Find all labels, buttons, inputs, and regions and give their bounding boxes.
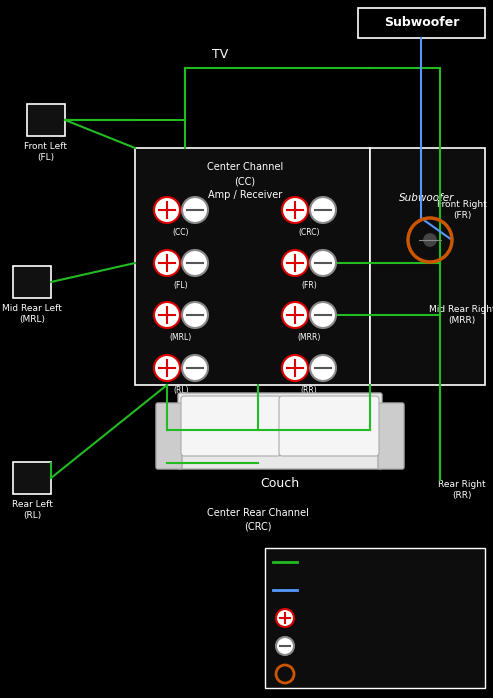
Circle shape: [154, 302, 180, 328]
Bar: [135, 148, 370, 385]
Circle shape: [310, 197, 336, 223]
Text: Rear Right
(RR): Rear Right (RR): [438, 480, 486, 500]
Circle shape: [282, 197, 308, 223]
Text: Mid Rear Left
(MRL): Mid Rear Left (MRL): [2, 304, 62, 324]
Circle shape: [282, 355, 308, 381]
Text: (CC): (CC): [173, 228, 189, 237]
Circle shape: [154, 250, 180, 276]
Text: Amp / Receiver: Amp / Receiver: [208, 190, 282, 200]
Text: Center Rear Channel
(CRC): Center Rear Channel (CRC): [207, 508, 309, 531]
Text: Mid Rear Right
(MRR): Mid Rear Right (MRR): [429, 305, 493, 325]
Circle shape: [276, 609, 294, 627]
Bar: [265, 548, 485, 688]
Circle shape: [282, 250, 308, 276]
Text: (CRC): (CRC): [298, 228, 320, 237]
FancyBboxPatch shape: [156, 403, 182, 469]
Text: Subwoofer: Subwoofer: [384, 17, 459, 29]
Text: Center Channel: Center Channel: [207, 162, 283, 172]
Text: Subwoofer Cable: Subwoofer Cable: [307, 586, 384, 595]
Text: (RR): (RR): [301, 386, 317, 395]
FancyBboxPatch shape: [181, 396, 281, 456]
Circle shape: [282, 302, 308, 328]
Bar: [358, 8, 485, 38]
FancyBboxPatch shape: [178, 393, 382, 469]
Circle shape: [154, 197, 180, 223]
Text: Front Right
(FR): Front Right (FR): [437, 200, 487, 220]
Circle shape: [276, 637, 294, 655]
Circle shape: [182, 250, 208, 276]
Text: (FR): (FR): [301, 281, 317, 290]
Text: Rear Left
(RL): Rear Left (RL): [11, 500, 52, 520]
Text: Speaker Wire: Speaker Wire: [307, 558, 367, 567]
Circle shape: [154, 355, 180, 381]
Circle shape: [310, 355, 336, 381]
FancyBboxPatch shape: [279, 396, 379, 456]
Circle shape: [182, 197, 208, 223]
Text: (MRL): (MRL): [170, 333, 192, 342]
Bar: [27, 104, 65, 136]
Circle shape: [424, 234, 436, 246]
Circle shape: [182, 302, 208, 328]
Text: TV: TV: [212, 48, 228, 61]
Text: Front Left
(FL): Front Left (FL): [25, 142, 68, 162]
Text: Couch: Couch: [260, 477, 300, 490]
Text: (FL): (FL): [174, 281, 188, 290]
Circle shape: [310, 250, 336, 276]
Circle shape: [310, 302, 336, 328]
Text: (RL): (RL): [173, 386, 189, 395]
Text: Positive Speaker Terminal: Positive Speaker Terminal: [307, 614, 423, 623]
Text: (CC): (CC): [235, 176, 255, 186]
Bar: [13, 462, 51, 494]
FancyBboxPatch shape: [378, 403, 404, 469]
Bar: [13, 266, 51, 298]
Text: (MRR): (MRR): [297, 333, 320, 342]
Text: Subwoofer: Subwoofer: [399, 193, 455, 203]
Text: Negative Speaker Terminal: Negative Speaker Terminal: [307, 641, 429, 651]
Circle shape: [182, 355, 208, 381]
Text: Subwoofer RCA Connector: Subwoofer RCA Connector: [307, 669, 426, 678]
Bar: [370, 148, 485, 385]
